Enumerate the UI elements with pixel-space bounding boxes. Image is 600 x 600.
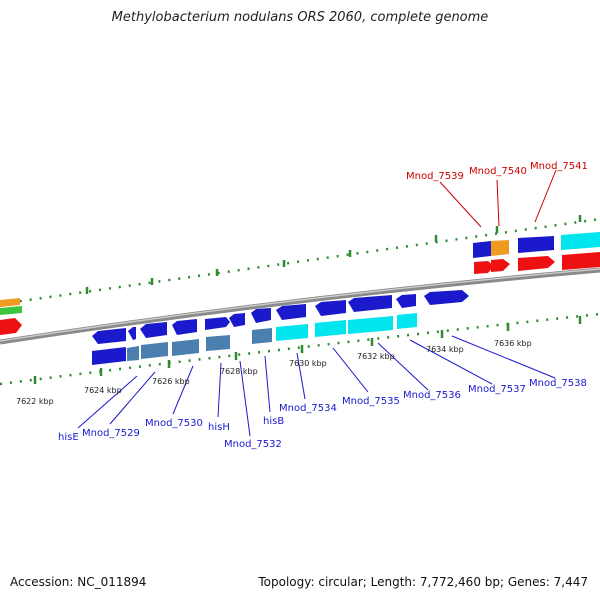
upper-right-genes: [473, 232, 600, 274]
genome-backbone: [0, 267, 600, 345]
gene-arrow: [561, 232, 600, 250]
gene-arrow: [205, 317, 230, 330]
gene-label-mnod-7536: Mnod_7536: [403, 390, 461, 401]
svg-text:7634 kbp: 7634 kbp: [426, 345, 464, 354]
gene-arrow: [315, 300, 346, 316]
gene-arrow: [127, 346, 139, 361]
gene-arrow: [396, 294, 416, 308]
gene-label-mnod-7540: Mnod_7540: [469, 166, 527, 177]
gene-arrow: [140, 322, 167, 338]
gene-label-hisE: hisE: [58, 432, 79, 443]
gene-label-mnod-7529: Mnod_7529: [82, 428, 140, 439]
gene-label-mnod-7534: Mnod_7534: [279, 403, 337, 414]
lower-tick-track: [0, 312, 600, 386]
top-gene-labels: Mnod_7539 Mnod_7540 Mnod_7541: [406, 161, 588, 182]
svg-text:7630 kbp: 7630 kbp: [289, 359, 327, 368]
gene-label-mnod-7539: Mnod_7539: [406, 171, 464, 182]
gene-arrow: [474, 261, 494, 274]
gene-arrow: [276, 324, 308, 341]
map-title: Methylobacterium nodulans ORS 2060, comp…: [111, 10, 489, 25]
gene-arrow: [92, 347, 126, 365]
gene-arrow: [397, 313, 417, 329]
gene-arrow: [251, 308, 271, 323]
upper-gene-row-1: [92, 290, 469, 344]
gene-label-mnod-7535: Mnod_7535: [342, 396, 400, 407]
gene-label-hisH: hisH: [208, 422, 230, 433]
gene-arrow: [348, 316, 393, 334]
upper-major-ticks: [85, 215, 582, 294]
gene-arrow: [128, 327, 136, 340]
lower-major-ticks: [33, 316, 582, 384]
gene-arrow: [562, 252, 600, 270]
gene-label-mnod-7538: Mnod_7538: [529, 378, 587, 389]
gene-arrow: [206, 335, 230, 351]
upper-gene-row-2: [92, 313, 417, 365]
gene-label-mnod-7532: Mnod_7532: [224, 439, 282, 450]
gene-arrow: [348, 295, 392, 312]
svg-text:7626 kbp: 7626 kbp: [152, 377, 190, 386]
genome-summary-text: Topology: circular; Length: 7,772,460 bp…: [258, 575, 588, 589]
gene-arrow: [491, 240, 509, 256]
gene-arrow: [92, 328, 126, 344]
gene-arrow: [229, 313, 245, 327]
svg-text:7624 kbp: 7624 kbp: [84, 386, 122, 395]
bottom-gene-labels: hisE Mnod_7529 Mnod_7530 hisH Mnod_7532 …: [58, 378, 587, 450]
gene-arrow: [141, 342, 168, 359]
gene-label-mnod-7530: Mnod_7530: [145, 418, 203, 429]
upper-tick-track: [0, 217, 600, 306]
svg-text:7622 kbp: 7622 kbp: [16, 397, 54, 406]
svg-text:7632 kbp: 7632 kbp: [357, 352, 395, 361]
svg-text:7628 kbp: 7628 kbp: [220, 367, 258, 376]
gene-arrow: [172, 339, 199, 356]
gene-arrow: [276, 304, 306, 320]
gene-label-mnod-7541: Mnod_7541: [530, 161, 588, 172]
left-edge-genes: [0, 298, 22, 335]
gene-arrow: [252, 328, 272, 344]
svg-text:7636 kbp: 7636 kbp: [494, 339, 532, 348]
gene-label-mnod-7537: Mnod_7537: [468, 384, 526, 395]
gene-arrow: [473, 241, 491, 258]
gene-label-hisB: hisB: [263, 416, 284, 427]
gene-arrow: [518, 256, 555, 271]
gene-arrow: [424, 290, 469, 305]
top-label-leaders: [439, 169, 557, 228]
kbp-scale-labels: 7622 kbp 7624 kbp 7626 kbp 7628 kbp 7630…: [16, 339, 532, 406]
gene-arrow: [172, 319, 197, 335]
bottom-label-leaders: [77, 335, 556, 437]
accession-text: Accession: NC_011894: [10, 575, 147, 589]
gene-arrow: [518, 236, 554, 253]
gene-arrow: [491, 259, 510, 272]
gene-arrow: [315, 320, 346, 337]
